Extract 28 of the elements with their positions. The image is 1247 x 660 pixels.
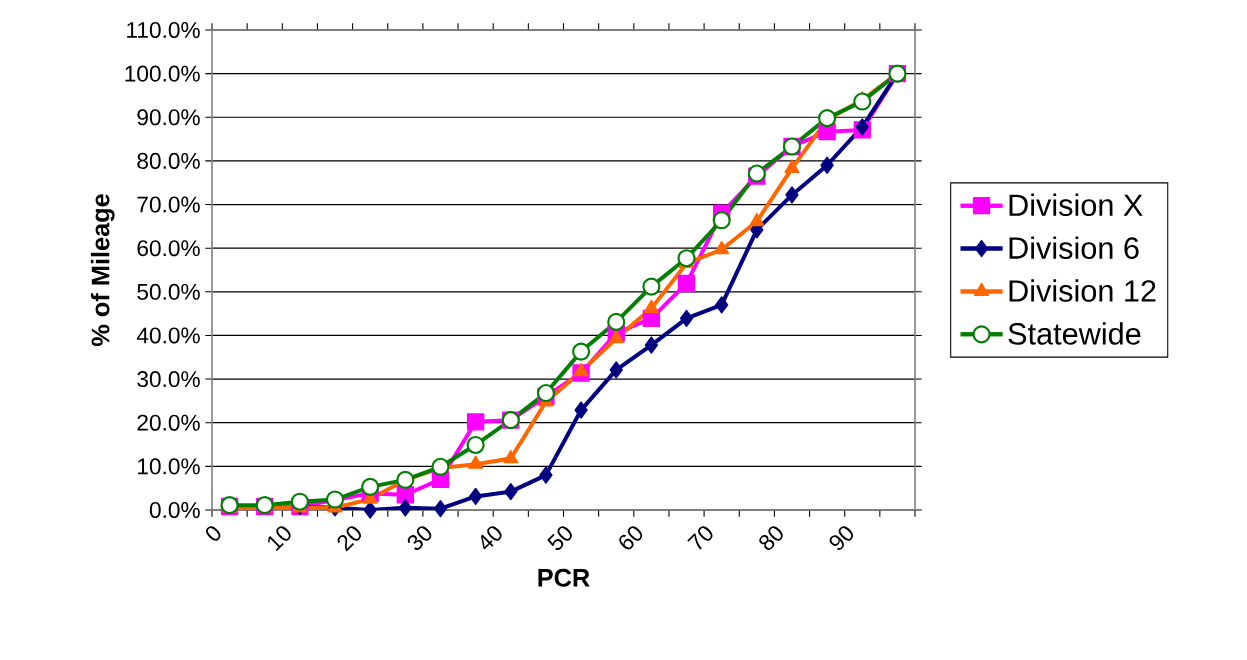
y-axis-title: % of Mileage — [90, 194, 115, 347]
y-tick-label: 10.0% — [138, 458, 200, 475]
y-tick-label: 90.0% — [137, 109, 200, 126]
legend-label: Division 6 — [1009, 236, 1139, 259]
y-tick-label: 110.0% — [127, 21, 200, 39]
x-tick-label: 10 — [267, 526, 291, 552]
x-tick-label: 0 — [205, 526, 221, 541]
y-tick-label: 70.0% — [137, 196, 200, 213]
x-tick-label: 50 — [547, 526, 572, 551]
x-tick-label: 70 — [687, 526, 713, 550]
x-tick-label: 90 — [829, 526, 854, 550]
x-tick-label: 30 — [407, 526, 432, 550]
y-tick-label: 20.0% — [137, 414, 200, 431]
y-tick-label: 0.0% — [149, 501, 200, 519]
x-tick-label: 40 — [480, 526, 502, 550]
legend-label: Statewide — [1008, 322, 1141, 345]
legend-label: Division 12 — [1009, 279, 1156, 302]
legend-label: Division X — [1009, 193, 1143, 217]
x-tick-label: 80 — [759, 526, 783, 550]
x-tick-label: 60 — [619, 526, 643, 550]
y-tick-label: 60.0% — [137, 240, 200, 257]
y-tick-label: 50.0% — [137, 283, 200, 300]
y-tick-label: 80.0% — [137, 152, 200, 169]
x-tick-label: 20 — [337, 526, 361, 552]
x-axis-title: PCR — [538, 568, 590, 587]
y-tick-label: 100.0% — [125, 65, 200, 82]
y-tick-label: 30.0% — [137, 371, 200, 388]
y-tick-label: 40.0% — [136, 327, 200, 344]
